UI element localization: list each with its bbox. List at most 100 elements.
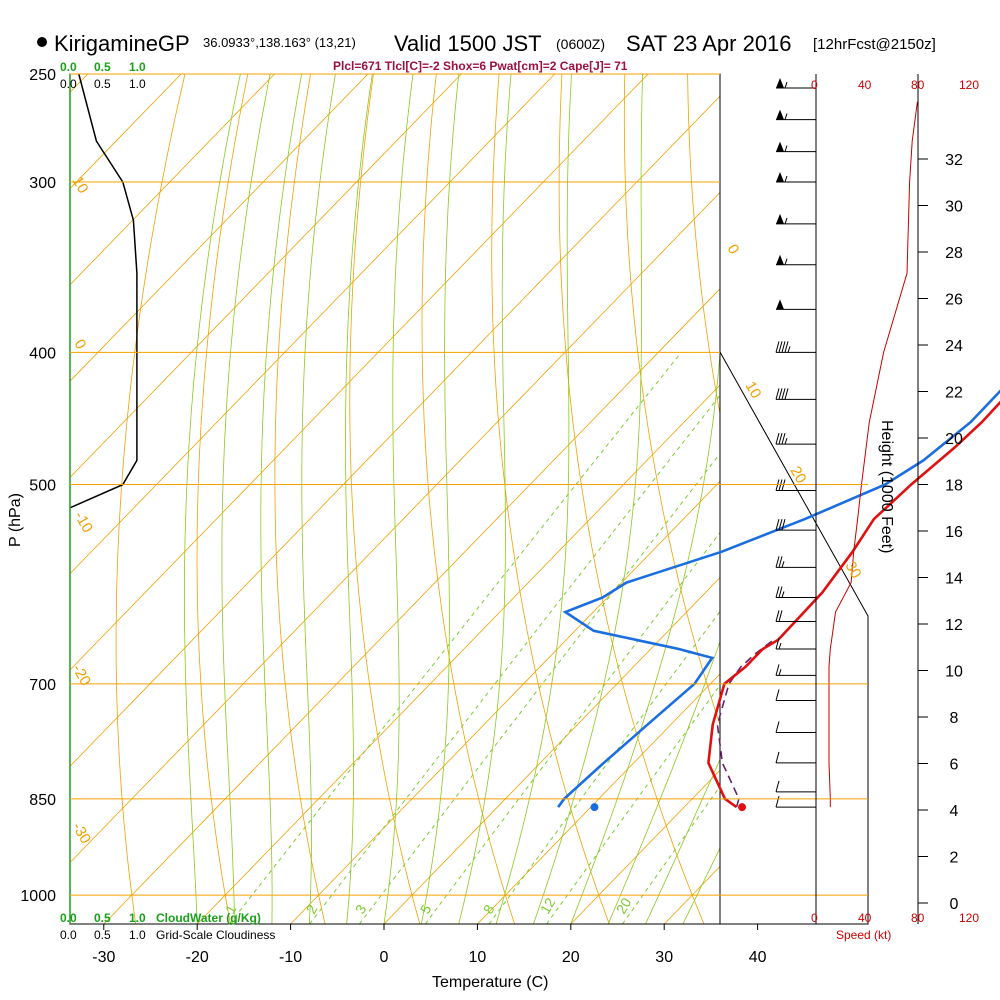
barb-pennant: [776, 78, 784, 89]
height-tick-label: 22: [945, 385, 963, 402]
isotherm-label: -20: [69, 662, 95, 689]
cloudiness-scale-0: 0.0: [60, 928, 77, 942]
dry-adiabat: [349, 74, 421, 924]
moist-adiabat: [260, 74, 302, 924]
valid-utc: (0600Z): [556, 36, 605, 52]
speed-bottom-40: 40: [858, 911, 872, 925]
moist-adiabat: [301, 74, 336, 924]
cloud-fraction-line: [69, 73, 138, 509]
wind-barb: [776, 254, 816, 266]
surface-dewpoint-point: [590, 803, 599, 812]
wind-barb: [776, 78, 816, 89]
barb-flag: [778, 519, 783, 531]
wind-barb: [776, 299, 816, 310]
dry-adiabat: [687, 74, 720, 416]
height-tick-label: 26: [945, 292, 963, 309]
speed-label: Speed (kt): [836, 928, 891, 942]
isotherm-label: 0: [724, 242, 743, 258]
cloudiness-top-scale-2: 1.0: [129, 77, 146, 91]
barb-half: [784, 437, 788, 445]
barb-flag: [775, 610, 780, 622]
cloudwater-scale-1: 0.5: [94, 911, 111, 925]
isotherm-label: -10: [71, 509, 97, 536]
moist-adiabat: [383, 74, 414, 924]
isotherm: [290, 480, 720, 924]
barb-flag: [778, 556, 783, 568]
mixing-ratio-line: [546, 684, 720, 924]
pressure-tick-label: 700: [29, 677, 56, 694]
speed-bottom-0: 0: [811, 911, 818, 925]
isotherm-label: 10: [69, 174, 92, 197]
height-tick-label: 20: [945, 431, 963, 448]
wind-barb: [775, 556, 816, 568]
wind-barb: [775, 519, 816, 531]
barb-flag: [784, 341, 789, 353]
mixing-ratio-line: [488, 610, 720, 924]
parcel-trace: [716, 639, 774, 808]
barb-flag: [775, 689, 780, 701]
dry-adiabat: [491, 74, 610, 924]
forecast-info: [12hrFcst@2150z]: [813, 36, 936, 53]
wind-barb: [775, 689, 816, 702]
isotherm: [70, 191, 720, 864]
height-tick-label: 14: [945, 571, 963, 588]
barb-flag: [775, 664, 780, 676]
wind-barb: [776, 171, 816, 183]
barb-flag: [775, 586, 780, 598]
moist-adiabat: [458, 74, 512, 924]
barb-pennant: [776, 299, 784, 310]
isotherm: [70, 74, 275, 286]
barb-half: [781, 591, 785, 598]
isotherm: [570, 769, 720, 924]
mixing-ratio-line: [424, 531, 720, 924]
station-coords: 36.0933°,138.163° (13,21): [203, 35, 356, 50]
y-axis-title: P (hPa): [7, 493, 24, 547]
moist-adiabat: [607, 640, 720, 924]
mixing-ratio-line: [309, 394, 720, 924]
station-name: KirigamineGP: [54, 31, 190, 56]
wind-barb: [776, 141, 816, 153]
moist-adiabat: [345, 74, 373, 924]
cloudwater-scale-0: 0.0: [60, 911, 77, 925]
isotherm-label: 10: [742, 379, 765, 402]
isotherm: [70, 74, 649, 671]
cloudiness-scale-2: 1.0: [129, 928, 146, 942]
moist-adiabat: [570, 347, 720, 924]
barb-pennant: [776, 213, 784, 224]
wind-barb: [775, 780, 816, 793]
height-tick-label: 12: [945, 617, 963, 634]
plot-frame: [69, 73, 869, 925]
thermo-grid: [70, 74, 720, 924]
height-axis-title: Height (1000 Feet): [878, 420, 895, 553]
isotherm-label: 20: [787, 464, 810, 487]
cloudwater-top-scale-1: 0.5: [94, 60, 111, 74]
temp-tick-label: 30: [655, 949, 673, 966]
temp-tick-label: -20: [186, 949, 209, 966]
speed-top-120: 120: [959, 78, 979, 92]
barb-flag: [775, 780, 780, 792]
height-tick-label: 28: [945, 245, 963, 262]
cloudwater-top-scale-2: 1.0: [129, 60, 146, 74]
isotherm: [70, 74, 369, 382]
dry-adiabat: [421, 74, 515, 924]
speed-bottom-120: 120: [959, 911, 979, 925]
height-tick-label: 30: [945, 199, 963, 216]
height-tick-label: 2: [950, 850, 959, 867]
wind-barbs: [775, 78, 816, 808]
barb-flag: [781, 341, 786, 353]
wind-barb: [775, 341, 816, 353]
barb-half: [784, 258, 788, 265]
wind-barb: [775, 610, 816, 622]
moist-adiabat: [221, 74, 271, 924]
cloudiness-scale-1: 0.5: [94, 928, 111, 942]
barb-flag: [781, 432, 786, 445]
cloudwater-top-scale-0: 0.0: [60, 60, 77, 74]
pressure-tick-label: 250: [29, 67, 56, 84]
barb-half: [778, 642, 782, 650]
temp-tick-label: -10: [279, 949, 302, 966]
mixing-ratio-line: [359, 452, 720, 924]
speed-top-40: 40: [858, 78, 872, 92]
wind-barb: [775, 586, 816, 598]
barb-flag: [775, 388, 780, 400]
wind-barb: [775, 796, 816, 808]
